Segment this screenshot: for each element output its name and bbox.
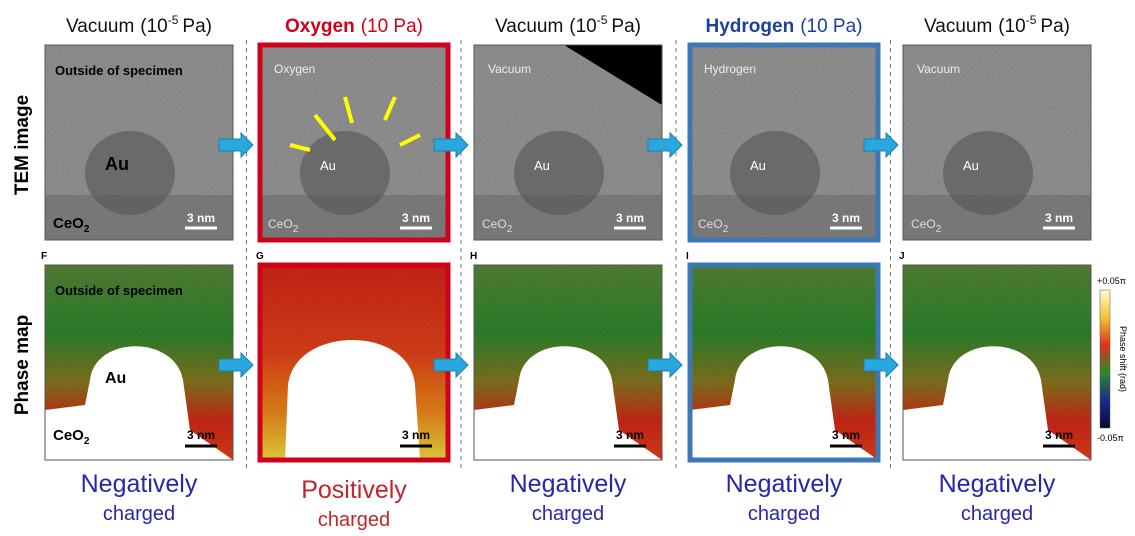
phase-panel: G 3 nm <box>256 251 448 460</box>
panel-letter: J <box>899 251 905 262</box>
panel-letter: I <box>686 251 689 262</box>
tem-label: Au <box>963 158 979 173</box>
scale-label: 3 nm <box>402 211 430 225</box>
phase-panel: F Outside of specimen Au CeO2 3 nm <box>41 251 233 460</box>
row-label: Phase map <box>12 315 33 415</box>
text-part: CeO <box>53 215 84 232</box>
phase-label: Au <box>105 370 126 387</box>
text-part: 2 <box>84 224 90 235</box>
tem-label: Au <box>534 158 550 173</box>
charge-label: Positively <box>301 476 407 504</box>
text-part: Pa) <box>1040 16 1070 37</box>
scale-label: 3 nm <box>832 428 860 442</box>
charge-label: charged <box>961 503 1033 525</box>
scale-label: 3 nm <box>187 428 215 442</box>
text-part: Oxygen <box>285 16 355 37</box>
tem-label: Au <box>105 154 129 174</box>
phase-label: Outside of specimen <box>55 283 183 298</box>
phase-panel: H 3 nm <box>470 251 662 460</box>
text-part: Pa) <box>182 16 212 37</box>
charge-label: charged <box>103 503 175 525</box>
scale-label: 3 nm <box>1045 428 1073 442</box>
text-part: CeO <box>482 217 507 231</box>
charge-label: Negatively <box>726 470 843 498</box>
text-part: -5 <box>168 13 179 27</box>
scale-label: 3 nm <box>616 211 644 225</box>
tem-panel: Vacuum Au CeO2 3 nm <box>903 45 1091 240</box>
charge-label: Negatively <box>81 470 198 498</box>
charge-label: Negatively <box>510 470 627 498</box>
charge-label: Negatively <box>939 470 1056 498</box>
row-label: TEM image <box>12 95 33 195</box>
phase-panel: I 3 nm <box>686 251 878 460</box>
condition-header: Oxygen (10 Pa) <box>285 16 423 37</box>
scale-label: 3 nm <box>402 428 430 442</box>
text-part: CeO <box>911 217 936 231</box>
text-part: 2 <box>293 224 299 235</box>
scale-label: 3 nm <box>616 428 644 442</box>
colorbar-top: +0.05π <box>1097 276 1126 286</box>
au-particle <box>514 131 604 215</box>
tem-label: Oxygen <box>274 62 315 76</box>
au-particle <box>730 131 820 215</box>
tem-panel: Outside of specimen Au CeO2 3 nm <box>45 45 233 240</box>
figure: TEM imagePhase mapVacuum(10-5Pa)Outside … <box>0 0 1135 531</box>
specimen-region <box>285 340 420 460</box>
colorbar-title: Phase shift (rad) <box>1118 326 1128 392</box>
text-part: (10 Pa) <box>361 16 423 37</box>
text-part: (10 <box>569 16 596 37</box>
text-part: (10 Pa) <box>800 16 862 37</box>
text-part: -5 <box>597 13 608 27</box>
text-part: CeO <box>268 217 293 231</box>
text-part: 2 <box>84 436 90 447</box>
au-particle <box>85 131 175 215</box>
charge-label: charged <box>532 503 604 525</box>
text-part: CeO <box>698 217 723 231</box>
panel-letter: H <box>470 251 477 262</box>
text-part: 2 <box>936 224 942 235</box>
tem-panel: Vacuum Au CeO2 3 nm <box>474 45 662 240</box>
panel-letter: F <box>41 251 47 262</box>
tem-label: Vacuum <box>488 62 531 76</box>
tem-label: Vacuum <box>917 62 960 76</box>
phase-panel: J 3 nm <box>899 251 1091 460</box>
text-part: Vacuum <box>924 16 992 37</box>
text-part: -5 <box>1026 13 1037 27</box>
text-part: (10 <box>998 16 1025 37</box>
au-particle <box>300 131 390 215</box>
text-part: (10 <box>140 16 167 37</box>
text-part: CeO <box>53 427 84 444</box>
colorbar-bottom: -0.05π <box>1097 433 1124 443</box>
charge-label: charged <box>748 503 820 525</box>
condition-header: Hydrogen(10 Pa) <box>706 16 863 37</box>
tem-label: Outside of specimen <box>55 63 183 78</box>
tem-label: Hydrogen <box>704 62 756 76</box>
au-particle <box>943 131 1033 215</box>
text-part: Vacuum <box>495 16 563 37</box>
scale-label: 3 nm <box>187 211 215 225</box>
tem-panel: Hydrogen Au CeO2 3 nm <box>690 45 878 240</box>
scale-label: 3 nm <box>1045 211 1073 225</box>
text-part: Vacuum <box>66 16 134 37</box>
panel-letter: G <box>256 251 264 262</box>
page: TEM imagePhase mapVacuum(10-5Pa)Outside … <box>0 0 1135 531</box>
text-part: 2 <box>723 224 729 235</box>
charge-label: charged <box>318 509 390 531</box>
colorbar <box>1100 290 1110 428</box>
scale-label: 3 nm <box>832 211 860 225</box>
text-part: 2 <box>507 224 513 235</box>
text-part: Hydrogen <box>706 16 795 37</box>
tem-panel: Oxygen Au CeO2 3 nm <box>260 45 448 240</box>
tem-label: Au <box>320 158 336 173</box>
tem-label: Au <box>750 158 766 173</box>
text-part: Pa) <box>611 16 641 37</box>
